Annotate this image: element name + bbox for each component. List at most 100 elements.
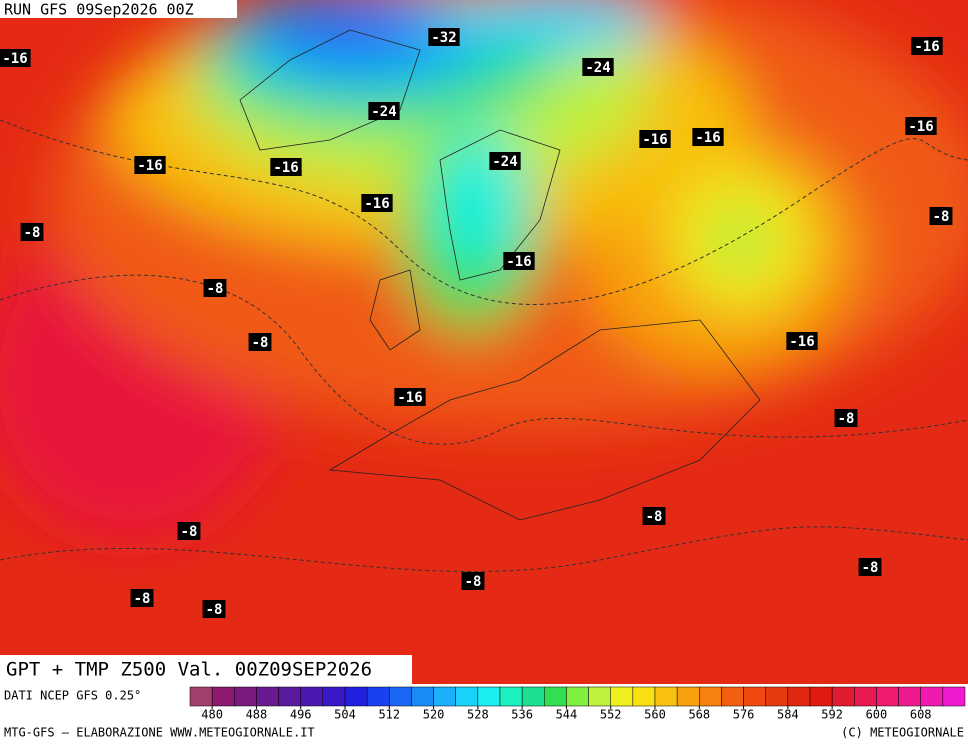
- source: DATI NCEP GFS 0.25°: [4, 689, 141, 703]
- legend-swatch: [898, 686, 921, 707]
- contour-label-box: [503, 252, 535, 270]
- legend-swatch: [411, 686, 434, 707]
- contour-label-box: [361, 194, 393, 212]
- contour-label: -32: [431, 30, 456, 46]
- legend-tick-label: 552: [600, 708, 622, 722]
- legend-swatch: [831, 686, 855, 707]
- contour-label-box: [177, 522, 201, 540]
- legend-swatch: [211, 686, 235, 707]
- legend-swatch: [189, 686, 213, 707]
- credits-right: (C) METEOGIORNALE: [841, 726, 964, 740]
- legend-tick-label: 480: [201, 708, 223, 722]
- legend-swatch: [743, 686, 766, 707]
- legend-swatch: [477, 686, 501, 707]
- map-field: [0, 0, 968, 684]
- legend-tick-label: 600: [866, 708, 888, 722]
- contour-label: -24: [371, 104, 396, 120]
- contour-label: -8: [207, 281, 224, 297]
- legend-tick-label: 488: [246, 708, 268, 722]
- legend-swatch: [544, 686, 567, 707]
- legend-tick-label: 520: [423, 708, 445, 722]
- contour-label-box: [834, 409, 858, 427]
- contour-label-box: [489, 152, 521, 170]
- contour-label-box: [248, 333, 272, 351]
- contour-label-box: [20, 223, 44, 241]
- contour-label: -8: [465, 574, 482, 590]
- contour-label: -8: [862, 560, 879, 576]
- legend-swatch: [721, 686, 744, 707]
- contour-label-box: [905, 117, 937, 135]
- legend-tick-label: 496: [290, 708, 312, 722]
- contour-label: -16: [2, 51, 27, 67]
- contour-label: -24: [585, 60, 610, 76]
- contour-label: -16: [506, 254, 531, 270]
- contour-label: -8: [134, 591, 151, 607]
- contour-label: -16: [642, 132, 667, 148]
- contour-label: -16: [914, 39, 939, 55]
- contour-label: -16: [789, 334, 814, 350]
- contour-label-box: [134, 156, 166, 174]
- contour-label-box: [692, 128, 724, 146]
- credits-left: MTG-GFS – ELABORAZIONE WWW.METEOGIORNALE…: [4, 726, 315, 740]
- contour-label: -16: [137, 158, 162, 174]
- contour-label-box: [394, 388, 426, 406]
- legend-swatch: [765, 686, 789, 707]
- contour-labels: -16 -32 -24 -16 -24 -16 -16 -16 -16 -16 -24 -16 -8 -8…: [0, 28, 953, 618]
- legend-swatch: [521, 686, 545, 707]
- legend-swatch: [366, 686, 390, 707]
- contour-label-box: [858, 558, 882, 576]
- contour-label: -8: [933, 209, 950, 225]
- legend-tick-label: 528: [467, 708, 489, 722]
- color-legend: 480 488 496 504 512 520 528 536 544 552 560 568 576 5…: [189, 686, 966, 722]
- contour-label: -16: [908, 119, 933, 135]
- legend-tick-label: 592: [821, 708, 843, 722]
- legend-swatch: [654, 686, 678, 707]
- contour-label-box: [202, 600, 226, 618]
- contour-label-box: [639, 130, 671, 148]
- legend-swatch: [344, 686, 368, 707]
- legend-tick-label: 512: [378, 708, 400, 722]
- run-label: RUN GFS 09Sep2026 00Z: [4, 1, 194, 19]
- contour-label: -16: [364, 196, 389, 212]
- legend-swatch: [942, 686, 966, 707]
- contour-label: -16: [397, 390, 422, 406]
- legend-swatch: [566, 686, 589, 707]
- contour-label-box: [582, 58, 614, 76]
- legend-swatch: [854, 686, 877, 707]
- legend-swatch: [322, 686, 346, 707]
- legend-swatch: [499, 686, 523, 707]
- legend-swatch: [433, 686, 456, 707]
- contour-label: -8: [181, 524, 198, 540]
- legend-swatch: [234, 686, 257, 707]
- legend-swatch: [610, 686, 634, 707]
- legend-swatch: [455, 686, 479, 707]
- contour-label-box: [368, 102, 400, 120]
- contour-label-box: [0, 49, 31, 67]
- contour-label-box: [786, 332, 818, 350]
- legend-swatch: [300, 686, 324, 707]
- legend-swatch: [676, 686, 700, 707]
- legend-swatch: [256, 686, 279, 707]
- legend-swatch: [632, 686, 656, 707]
- legend-tick-label: 536: [511, 708, 533, 722]
- legend-swatch: [787, 686, 811, 707]
- contour-label-box: [130, 589, 154, 607]
- legend-swatch: [876, 686, 899, 707]
- contour-label-box: [929, 207, 953, 225]
- legend-swatch: [278, 686, 301, 707]
- legend-tick-label: 568: [688, 708, 710, 722]
- contour-label: -8: [24, 225, 41, 241]
- contour-label: -8: [838, 411, 855, 427]
- contour-label-box: [428, 28, 460, 46]
- contour-label-box: [203, 279, 227, 297]
- contour-label: -24: [492, 154, 517, 170]
- contour-label: -8: [252, 335, 269, 351]
- legend-swatch: [809, 686, 833, 707]
- contour-label-box: [911, 37, 943, 55]
- legend-swatch: [588, 686, 611, 707]
- contour-label-box: [642, 507, 666, 525]
- contour-label-box: [461, 572, 485, 590]
- legend-swatch: [389, 686, 412, 707]
